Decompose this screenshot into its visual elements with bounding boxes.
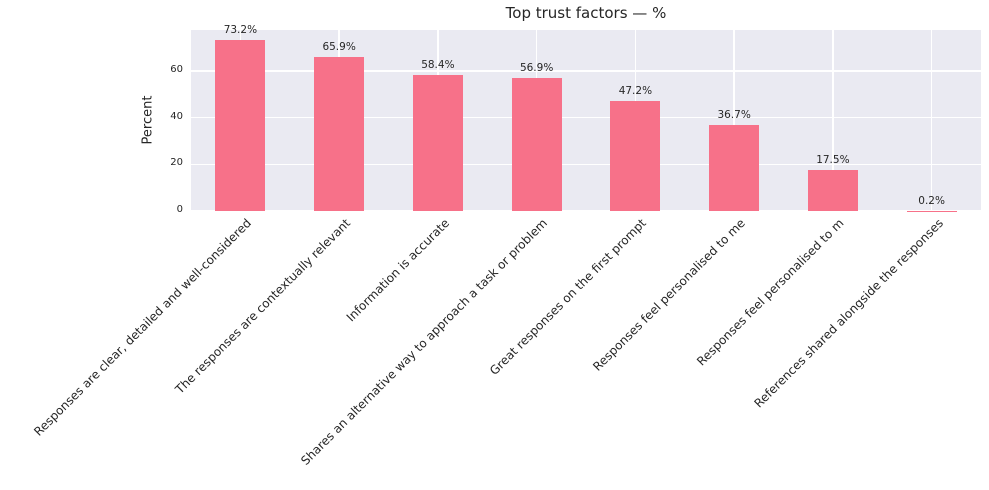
bar xyxy=(215,40,266,211)
x-tick-label-text: Great responses on the first prompt xyxy=(487,216,650,378)
h-gridline xyxy=(191,116,981,119)
chart-title: Top trust factors — % xyxy=(505,4,667,22)
h-gridline xyxy=(191,163,981,165)
bar-value-label: 0.2% xyxy=(918,194,945,207)
x-tick-label-text: Information is accurate xyxy=(343,216,452,325)
v-gridline xyxy=(832,30,834,211)
bar-value-label: 47.2% xyxy=(618,84,653,97)
bar-value-label: 36.7% xyxy=(717,109,751,122)
bar xyxy=(610,100,661,211)
bar-value-label: 73.2% xyxy=(223,24,258,37)
x-tick-label-text: Responses are clear, detailed and well-c… xyxy=(31,216,255,439)
bar xyxy=(511,78,562,211)
v-gridline xyxy=(733,30,735,211)
bar xyxy=(314,57,365,211)
h-gridline xyxy=(191,210,981,212)
bar-value-label: 58.4% xyxy=(421,58,455,71)
bar xyxy=(807,170,858,211)
x-tick-label-text: The responses are contextually relevant xyxy=(172,216,354,397)
v-gridline xyxy=(930,30,933,211)
bar-value-label: 56.9% xyxy=(519,62,554,75)
plot-area xyxy=(191,30,981,212)
y-tick-label: 20 xyxy=(170,157,183,169)
bar xyxy=(709,125,760,211)
bar-value-label: 17.5% xyxy=(816,154,850,167)
y-tick-label: 0 xyxy=(176,204,183,215)
x-tick-label-text: References shared alongside the response… xyxy=(750,216,946,411)
h-gridline xyxy=(191,70,981,72)
bar xyxy=(412,74,463,211)
y-tick-label: 60 xyxy=(170,63,183,75)
y-tick-label: 40 xyxy=(170,110,183,122)
bar-value-label: 65.9% xyxy=(322,41,356,54)
